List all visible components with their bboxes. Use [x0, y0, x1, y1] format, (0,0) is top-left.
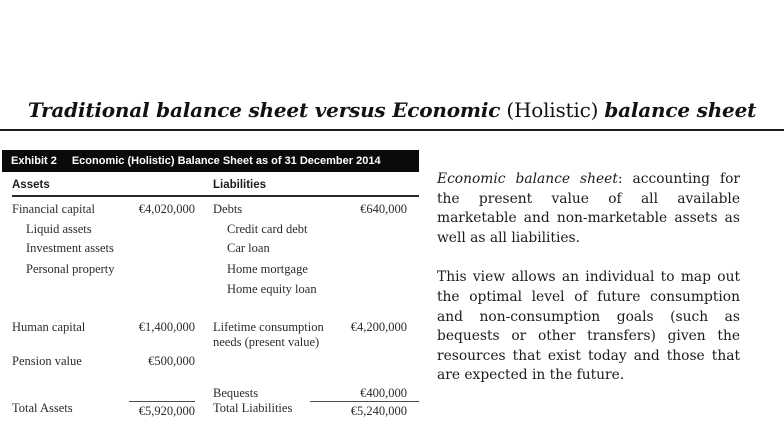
- table-row: Bequests €400,000: [12, 386, 419, 401]
- table-row: Liquid assets Credit card debt: [12, 222, 419, 241]
- page-title: Traditional balance sheet versus Economi…: [0, 98, 784, 122]
- liability-value: €400,000: [360, 385, 407, 400]
- notes-paragraph-1-italic: Economic balance sheet: [437, 171, 618, 187]
- title-divider-rule: [0, 129, 784, 131]
- table-row: Pension value €500,000: [12, 354, 419, 386]
- table-row: Investment assets Car loan: [12, 241, 419, 262]
- liability-label: Lifetime consumption needs (present value…: [213, 320, 324, 354]
- liability-label: Car loan: [227, 240, 270, 255]
- notes-paragraph-1-rest: : accounting for the present value of al…: [437, 171, 740, 246]
- liability-label: Home mortgage: [227, 261, 308, 276]
- liability-label-line2: needs (present value): [213, 334, 320, 349]
- asset-value: €1,400,000: [138, 319, 195, 334]
- asset-label: Financial capital: [12, 201, 95, 216]
- column-header-liabilities: Liabilities: [213, 179, 267, 191]
- asset-value: €500,000: [148, 353, 195, 368]
- notes-paragraph-2: This view allows an individual to map ou…: [437, 269, 740, 384]
- exhibit-heading: Economic (Holistic) Balance Sheet as of …: [71, 155, 381, 167]
- table-row: Personal property Home mortgage: [12, 262, 419, 282]
- page-title-regular: (Holistic): [500, 98, 605, 122]
- exhibit-balance-sheet-panel: Exhibit 2 Economic (Holistic) Balance Sh…: [2, 150, 419, 427]
- asset-label: Personal property: [26, 261, 115, 276]
- liability-label: Debts: [213, 201, 243, 216]
- liability-label: Credit card debt: [227, 221, 308, 236]
- asset-label: Liquid assets: [26, 221, 92, 236]
- table-row: Financial capital €4,020,000 Debts €640,…: [12, 202, 419, 222]
- page-title-bold-italic-1: Traditional balance sheet versus Economi…: [27, 98, 501, 122]
- total-assets-label: Total Assets: [12, 400, 73, 415]
- total-assets-value: €5,920,000: [129, 400, 195, 420]
- asset-value: €4,020,000: [138, 201, 195, 216]
- liability-label: Home equity loan: [227, 281, 317, 296]
- table-row: Home equity loan: [12, 282, 419, 301]
- liability-value: €640,000: [360, 201, 407, 216]
- asset-label: Pension value: [12, 353, 82, 368]
- table-column-headers: Assets Liabilities: [12, 172, 419, 197]
- liability-value: €4,200,000: [350, 319, 407, 334]
- asset-label: Human capital: [12, 319, 86, 334]
- total-liabilities-label: Total Liabilities: [213, 400, 293, 415]
- page-title-bold-italic-2: balance sheet: [604, 98, 757, 122]
- column-header-assets: Assets: [12, 179, 50, 191]
- table-body: Financial capital €4,020,000 Debts €640,…: [12, 197, 419, 427]
- asset-label: Investment assets: [26, 240, 114, 255]
- exhibit-header-bar: Exhibit 2 Economic (Holistic) Balance Sh…: [2, 150, 419, 172]
- table-row: Human capital €1,400,000 Lifetime consum…: [12, 320, 419, 354]
- total-liabilities-value: €5,240,000: [310, 400, 419, 420]
- spacer-row: [12, 301, 419, 320]
- exhibit-label: Exhibit 2: [11, 155, 57, 167]
- liability-label-line1: Lifetime consumption: [213, 319, 324, 334]
- notes-paragraph-1: Economic balance sheet: accounting for t…: [437, 170, 740, 248]
- notes-panel: Economic balance sheet: accounting for t…: [437, 170, 740, 386]
- liability-label: Bequests: [213, 385, 259, 400]
- totals-row: Total Assets €5,920,000 Total Liabilitie…: [12, 400, 419, 420]
- double-rule-row: [12, 420, 419, 427]
